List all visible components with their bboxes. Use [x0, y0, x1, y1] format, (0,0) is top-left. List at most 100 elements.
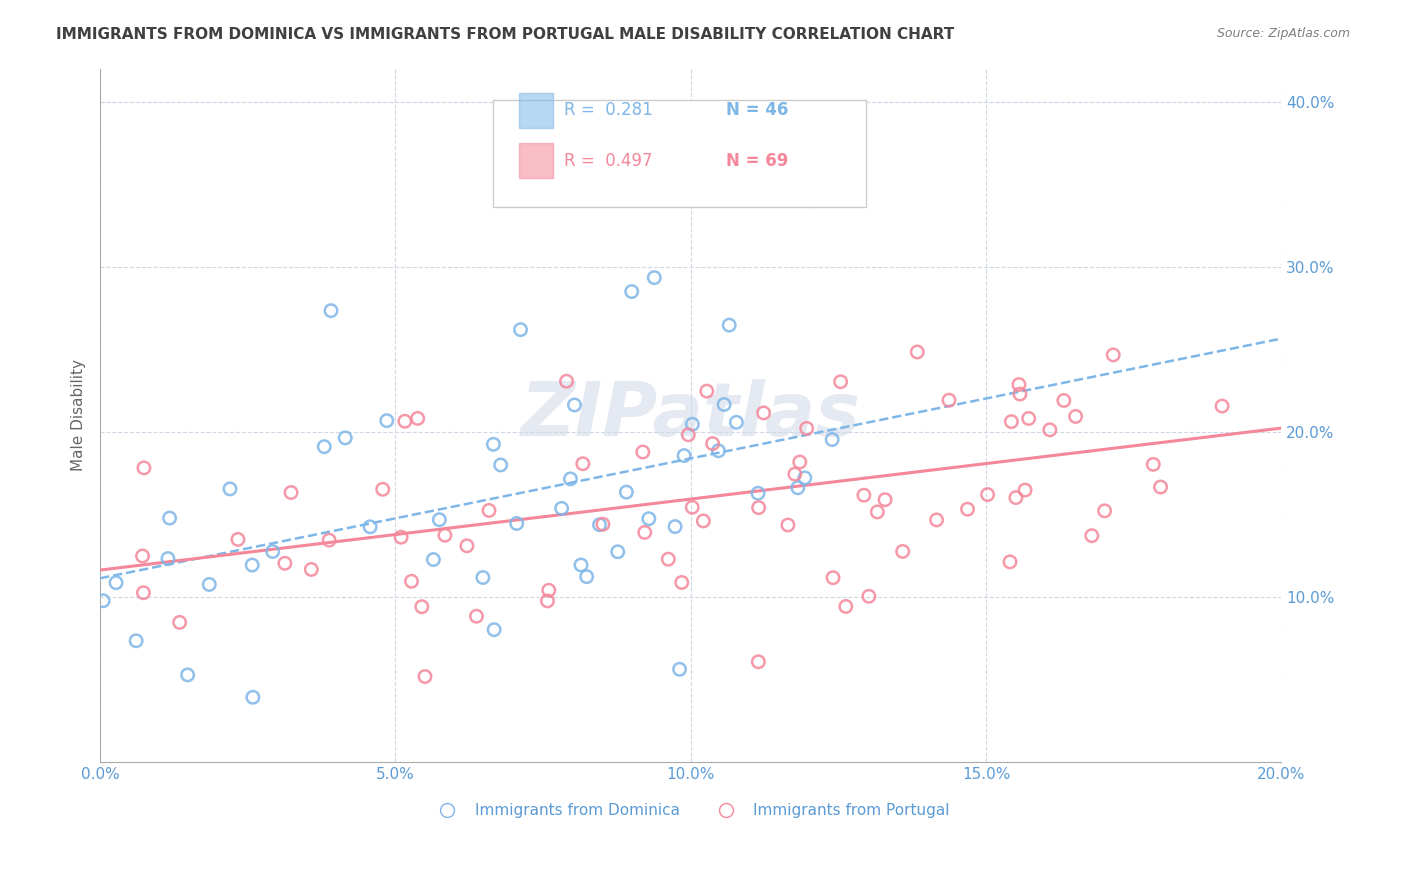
Point — [830, 375, 852, 389]
Point — [747, 486, 769, 500]
Point — [176, 668, 198, 682]
Point — [159, 511, 181, 525]
Point — [433, 528, 456, 542]
Point — [1142, 458, 1164, 472]
Point — [678, 427, 700, 442]
Point — [406, 411, 429, 425]
Point — [1000, 415, 1022, 429]
Point — [696, 384, 718, 398]
Point — [752, 406, 775, 420]
Point — [394, 414, 416, 428]
Point — [891, 544, 914, 558]
Point — [718, 318, 741, 333]
Point — [1008, 387, 1031, 401]
Point — [786, 481, 808, 495]
Point — [429, 513, 451, 527]
Point — [560, 472, 582, 486]
Point — [637, 512, 659, 526]
FancyBboxPatch shape — [519, 144, 553, 178]
Y-axis label: Male Disability: Male Disability — [72, 359, 86, 472]
Point — [725, 415, 748, 429]
Point — [707, 443, 730, 458]
Point — [132, 461, 155, 475]
Point — [240, 558, 263, 572]
Point — [219, 482, 242, 496]
Point — [866, 505, 889, 519]
Point — [797, 194, 820, 208]
Point — [132, 586, 155, 600]
Point — [506, 516, 529, 531]
Point — [131, 549, 153, 563]
Point — [858, 589, 880, 603]
Point — [371, 483, 394, 497]
Point — [821, 433, 844, 447]
Point — [821, 571, 844, 585]
Point — [976, 487, 998, 501]
Point — [537, 583, 560, 598]
Point — [776, 518, 799, 533]
Point — [318, 533, 340, 548]
Point — [620, 285, 643, 299]
Point — [789, 455, 811, 469]
Point — [664, 519, 686, 533]
Point — [998, 555, 1021, 569]
Point — [105, 575, 128, 590]
Point — [614, 485, 637, 500]
Point — [671, 575, 693, 590]
Point — [489, 458, 512, 472]
Point — [572, 457, 595, 471]
Text: N = 46: N = 46 — [727, 101, 789, 120]
Text: IMMIGRANTS FROM DOMINICA VS IMMIGRANTS FROM PORTUGAL MALE DISABILITY CORRELATION: IMMIGRANTS FROM DOMINICA VS IMMIGRANTS F… — [56, 27, 955, 42]
Point — [747, 655, 769, 669]
Point — [226, 533, 249, 547]
FancyBboxPatch shape — [494, 100, 866, 207]
Point — [299, 562, 322, 576]
Point — [456, 539, 478, 553]
Point — [1005, 491, 1028, 505]
Point — [748, 500, 770, 515]
Point — [471, 570, 494, 584]
Point — [905, 345, 928, 359]
Point — [509, 323, 531, 337]
Point — [1008, 377, 1031, 392]
Point — [91, 593, 114, 607]
Point — [482, 437, 505, 451]
Point — [1149, 480, 1171, 494]
Point — [835, 599, 858, 614]
Point — [713, 397, 735, 411]
Text: R =  0.281: R = 0.281 — [564, 101, 654, 120]
Point — [169, 615, 191, 630]
Point — [681, 500, 703, 515]
Point — [319, 303, 342, 318]
Point — [550, 501, 572, 516]
Point — [482, 623, 505, 637]
Point — [925, 513, 948, 527]
Point — [793, 471, 815, 485]
Point — [1081, 529, 1104, 543]
Point — [938, 393, 960, 408]
Point — [1018, 411, 1040, 425]
Point — [592, 517, 614, 532]
Point — [1014, 483, 1036, 497]
Point — [465, 609, 488, 624]
Point — [359, 520, 381, 534]
Legend: Immigrants from Dominica, Immigrants from Portugal: Immigrants from Dominica, Immigrants fro… — [426, 797, 956, 824]
Text: Source: ZipAtlas.com: Source: ZipAtlas.com — [1216, 27, 1350, 40]
Point — [668, 662, 690, 676]
Point — [375, 414, 398, 428]
Point — [702, 436, 724, 450]
Point — [1053, 393, 1076, 408]
Point — [634, 525, 657, 540]
Point — [335, 431, 357, 445]
Point — [564, 398, 586, 412]
Point — [156, 551, 179, 566]
Point — [1039, 423, 1062, 437]
Point — [631, 445, 654, 459]
Point — [643, 270, 665, 285]
Point — [606, 545, 628, 559]
Point — [198, 577, 221, 591]
Point — [681, 417, 703, 432]
Point — [389, 530, 412, 544]
Point — [478, 503, 501, 517]
Point — [796, 421, 818, 435]
